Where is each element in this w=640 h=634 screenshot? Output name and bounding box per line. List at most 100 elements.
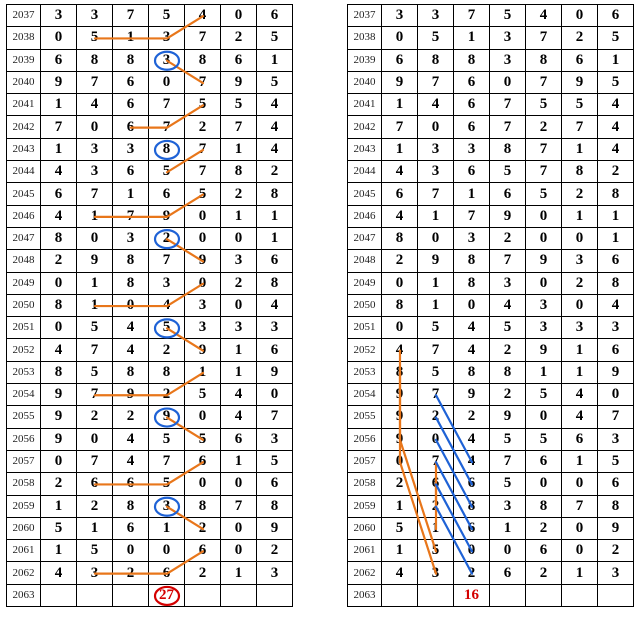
data-cell: 7 xyxy=(526,27,562,49)
table-row: 20624326213 xyxy=(348,562,634,584)
data-cell: 3 xyxy=(113,138,149,160)
data-cell: 0 xyxy=(382,27,418,49)
table-row: 20478032001 xyxy=(7,227,293,249)
data-cell: 5 xyxy=(418,540,454,562)
data-cell: 0 xyxy=(454,294,490,316)
data-cell: 4 xyxy=(598,116,634,138)
data-cell: 2 xyxy=(185,517,221,539)
data-cell: 3 xyxy=(149,27,185,49)
data-cell: 9 xyxy=(382,428,418,450)
data-cell: 9 xyxy=(221,71,257,93)
row-id: 2044 xyxy=(7,161,41,183)
table-row: 20411467554 xyxy=(348,94,634,116)
data-cell: 5 xyxy=(185,428,221,450)
data-cell: 5 xyxy=(526,428,562,450)
data-cell: 8 xyxy=(41,294,77,316)
data-cell: 5 xyxy=(598,450,634,472)
row-id: 2048 xyxy=(7,250,41,272)
data-cell: 1 xyxy=(490,517,526,539)
table-row: 20490183028 xyxy=(348,272,634,294)
data-cell: 4 xyxy=(257,294,293,316)
data-cell: 7 xyxy=(490,116,526,138)
data-cell: 8 xyxy=(113,495,149,517)
data-cell: 7 xyxy=(454,205,490,227)
row-id: 2051 xyxy=(7,317,41,339)
data-cell: 2 xyxy=(526,116,562,138)
table-row: 20380513725 xyxy=(7,27,293,49)
table-row: 20591283878 xyxy=(348,495,634,517)
data-cell xyxy=(221,584,257,606)
data-cell: 0 xyxy=(382,272,418,294)
row-id: 2062 xyxy=(348,562,382,584)
data-cell: 1 xyxy=(562,339,598,361)
data-cell: 0 xyxy=(185,227,221,249)
data-cell: 3 xyxy=(418,138,454,160)
data-cell: 0 xyxy=(221,473,257,495)
table-row: 20409760795 xyxy=(7,71,293,93)
row-id: 2061 xyxy=(348,540,382,562)
data-cell: 2 xyxy=(598,540,634,562)
data-cell: 6 xyxy=(113,517,149,539)
data-cell: 8 xyxy=(598,183,634,205)
data-cell: 8 xyxy=(490,361,526,383)
data-cell: 2 xyxy=(77,495,113,517)
table-row: 20559229047 xyxy=(7,406,293,428)
data-cell: 8 xyxy=(41,227,77,249)
data-cell: 6 xyxy=(382,49,418,71)
data-cell: 7 xyxy=(490,450,526,472)
data-cell: 9 xyxy=(598,517,634,539)
data-cell: 6 xyxy=(598,250,634,272)
data-cell: 2 xyxy=(490,227,526,249)
row-id: 2062 xyxy=(7,562,41,584)
table-row: 20482987936 xyxy=(7,250,293,272)
data-cell: 0 xyxy=(418,227,454,249)
data-cell: 6 xyxy=(185,450,221,472)
data-cell: 6 xyxy=(113,473,149,495)
table-row: 20538588119 xyxy=(348,361,634,383)
data-cell: 7 xyxy=(185,71,221,93)
data-cell: 5 xyxy=(418,361,454,383)
data-cell: 9 xyxy=(454,384,490,406)
data-cell: 0 xyxy=(526,272,562,294)
data-cell: 7 xyxy=(418,450,454,472)
data-cell: 6 xyxy=(562,49,598,71)
data-cell: 1 xyxy=(113,27,149,49)
data-cell: 9 xyxy=(598,361,634,383)
row-id: 2056 xyxy=(348,428,382,450)
data-cell: 1 xyxy=(418,294,454,316)
data-cell: 6 xyxy=(454,94,490,116)
table-row: 20624326213 xyxy=(7,562,293,584)
data-cell: 8 xyxy=(382,227,418,249)
data-cell: 8 xyxy=(598,272,634,294)
data-cell: 7 xyxy=(598,406,634,428)
table-row: 20396883861 xyxy=(348,49,634,71)
data-cell: 5 xyxy=(149,161,185,183)
table-row: 20508104304 xyxy=(7,294,293,316)
data-cell: 4 xyxy=(185,5,221,27)
row-id: 2048 xyxy=(348,250,382,272)
data-cell: 8 xyxy=(526,49,562,71)
row-id: 2043 xyxy=(7,138,41,160)
table-row: 20582665006 xyxy=(7,473,293,495)
data-cell: 8 xyxy=(490,138,526,160)
data-cell: 2 xyxy=(598,161,634,183)
data-cell xyxy=(490,584,526,606)
data-cell: 0 xyxy=(490,71,526,93)
data-cell: 0 xyxy=(562,5,598,27)
data-cell: 1 xyxy=(562,138,598,160)
data-cell: 2 xyxy=(562,27,598,49)
data-cell: 9 xyxy=(185,250,221,272)
row-id: 2041 xyxy=(348,94,382,116)
data-cell: 0 xyxy=(113,540,149,562)
data-cell: 7 xyxy=(257,406,293,428)
data-cell: 6 xyxy=(454,473,490,495)
row-id: 2050 xyxy=(7,294,41,316)
data-cell: 3 xyxy=(149,495,185,517)
data-cell: 1 xyxy=(77,205,113,227)
data-cell: 2 xyxy=(382,473,418,495)
data-cell: 0 xyxy=(418,428,454,450)
data-cell: 3 xyxy=(526,317,562,339)
row-id: 2058 xyxy=(7,473,41,495)
data-cell: 3 xyxy=(490,49,526,71)
data-cell: 7 xyxy=(77,339,113,361)
